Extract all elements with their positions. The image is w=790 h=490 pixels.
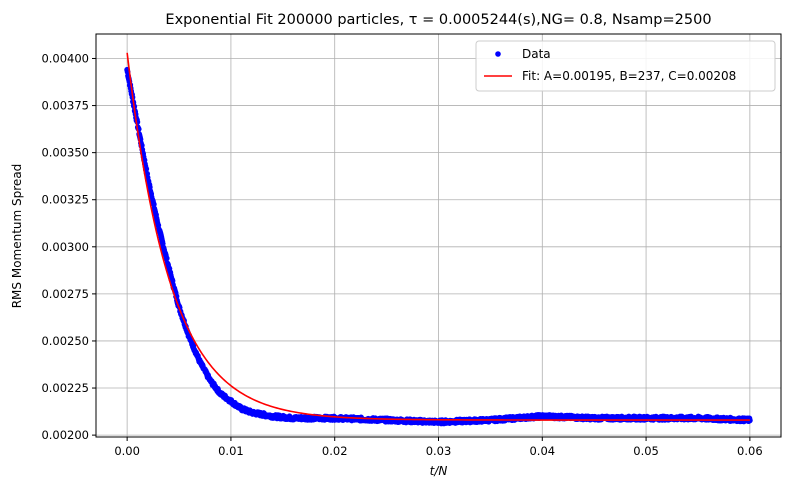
legend-data-label: Data (522, 47, 551, 61)
fit-line (126, 52, 750, 421)
x-tick-label: 0.02 (322, 444, 348, 458)
x-tick-label: 0.04 (529, 444, 555, 458)
y-tick-label: 0.00325 (41, 193, 89, 207)
x-tick-label: 0.05 (633, 444, 659, 458)
y-tick-label: 0.00275 (41, 287, 89, 301)
x-axis: 0.00 0.01 0.02 0.03 0.04 0.05 0.06 (114, 437, 763, 458)
data-point (163, 255, 170, 262)
x-tick-label: 0.03 (426, 444, 452, 458)
y-axis-label: RMS Momentum Spread (10, 164, 24, 309)
legend: Data Fit: A=0.00195, B=237, C=0.00208 (475, 40, 776, 92)
x-tick-label: 0.01 (218, 444, 244, 458)
y-tick-label: 0.00300 (41, 240, 89, 254)
y-tick-label: 0.00200 (41, 428, 89, 442)
chart-title: Exponential Fit 200000 particles, τ = 0.… (165, 12, 711, 28)
legend-fit-label: Fit: A=0.00195, B=237, C=0.00208 (522, 69, 736, 83)
x-tick-label: 0.06 (737, 444, 763, 458)
x-tick-label: 0.00 (114, 444, 140, 458)
fit-series (126, 52, 750, 421)
y-tick-label: 0.00375 (41, 99, 89, 113)
y-axis: 0.00200 0.00225 0.00250 0.00275 0.00300 0.003… (41, 51, 96, 442)
y-tick-label: 0.00350 (41, 146, 89, 160)
legend-data-marker (495, 51, 501, 57)
y-tick-label: 0.00400 (41, 51, 89, 65)
y-tick-label: 0.00250 (41, 334, 89, 348)
legend-frame (475, 40, 776, 92)
grid (96, 34, 781, 437)
y-tick-label: 0.00225 (41, 381, 89, 395)
x-axis-label: t/N (430, 464, 448, 478)
